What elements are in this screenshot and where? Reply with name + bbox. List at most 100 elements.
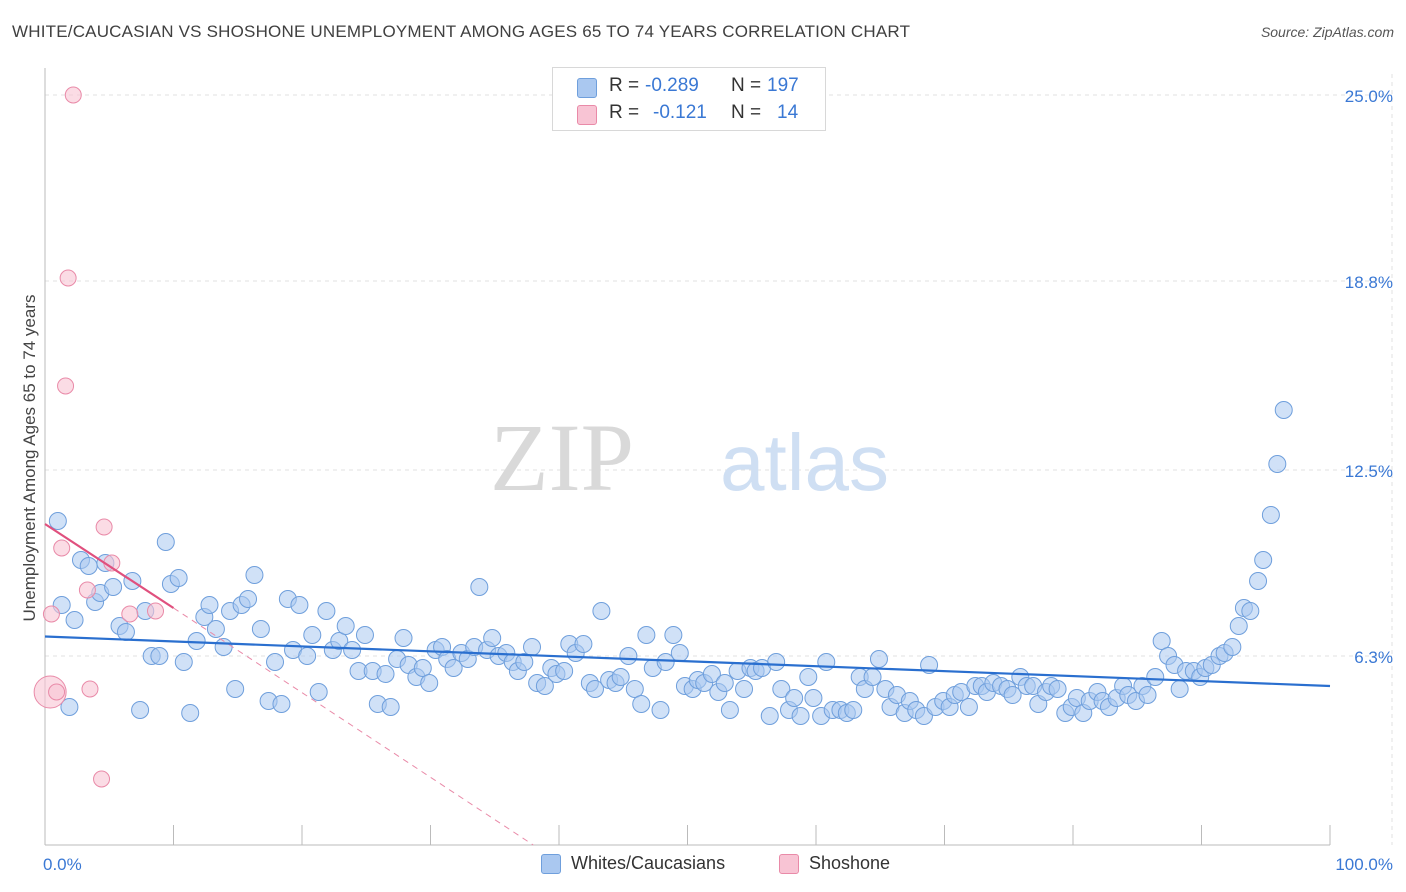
bottom-legend-swatch-whites	[541, 854, 561, 874]
point-white	[174, 653, 193, 671]
watermark-atlas: atlas	[720, 418, 889, 507]
point-white	[632, 695, 651, 713]
x-tick-label: 100.0%	[1335, 855, 1393, 874]
legend-r-value: -0.121	[653, 102, 707, 123]
y-tick-label: 18.8%	[1345, 273, 1393, 292]
point-white	[1223, 638, 1242, 656]
point-white	[303, 626, 322, 644]
point-white	[309, 683, 328, 701]
y-tick-labels: 6.3% 12.5% 18.8% 25.0%	[1345, 87, 1393, 667]
point-white	[376, 665, 395, 683]
point-white	[715, 674, 734, 692]
legend-r-label: R =	[609, 102, 640, 123]
source-label: Source: ZipAtlas.com	[1260, 24, 1394, 40]
axes	[44, 68, 1331, 846]
point-white	[619, 647, 638, 665]
point-white	[1254, 551, 1273, 569]
point-shoshone	[42, 605, 60, 623]
point-white	[104, 578, 123, 596]
point-white	[272, 695, 291, 713]
bottom-legend-label-whites: Whites/Caucasians	[571, 853, 726, 873]
point-white	[772, 680, 791, 698]
point-white	[330, 632, 349, 650]
point-white	[664, 626, 683, 644]
point-white	[131, 701, 150, 719]
trend-line-whites	[44, 635, 1331, 688]
point-white	[804, 689, 823, 707]
point-white	[444, 659, 463, 677]
trend-line-shoshone-extension	[173, 607, 534, 846]
point-white	[200, 596, 219, 614]
point-white	[863, 668, 882, 686]
point-white	[394, 629, 413, 647]
point-shoshone	[57, 377, 75, 395]
point-shoshone	[121, 605, 139, 623]
x-tick-labels: 0.0% 100.0%	[43, 855, 1393, 874]
point-white	[574, 635, 593, 653]
point-white	[169, 569, 188, 587]
point-white	[817, 653, 836, 671]
point-white	[206, 620, 225, 638]
point-white	[585, 680, 604, 698]
point-white	[317, 602, 336, 620]
point-white	[413, 659, 432, 677]
point-white	[48, 512, 67, 530]
point-white	[1261, 506, 1280, 524]
point-white	[1138, 686, 1157, 704]
point-white	[150, 647, 169, 665]
point-white	[523, 638, 542, 656]
point-shoshone	[59, 269, 77, 287]
chart-title: WHITE/CAUCASIAN VS SHOSHONE UNEMPLOYMENT…	[12, 22, 911, 41]
point-white	[336, 617, 355, 635]
point-white	[791, 707, 810, 725]
point-white	[869, 650, 888, 668]
point-white	[483, 629, 502, 647]
point-white	[592, 602, 611, 620]
trend-line-shoshone	[44, 523, 175, 609]
point-white	[1249, 572, 1268, 590]
series-whites	[48, 401, 1293, 725]
point-white	[959, 698, 978, 716]
point-white	[470, 578, 489, 596]
legend-n-value: 197	[767, 75, 799, 96]
point-white	[1003, 686, 1022, 704]
legend-r-label: R =	[609, 75, 640, 96]
point-white	[1170, 680, 1189, 698]
point-white	[1268, 455, 1287, 473]
watermark-zip: ZIP	[490, 404, 634, 511]
legend-swatch-whites	[577, 78, 597, 98]
point-white	[656, 653, 675, 671]
point-white	[1229, 617, 1248, 635]
legend-n-label: N =	[731, 102, 762, 123]
point-white	[1146, 668, 1165, 686]
y-tick-label: 6.3%	[1354, 648, 1393, 667]
point-white	[767, 653, 786, 671]
y-tick-label: 12.5%	[1345, 462, 1393, 481]
point-white	[920, 656, 939, 674]
point-white	[116, 623, 135, 641]
point-white	[60, 698, 79, 716]
point-white	[515, 653, 534, 671]
point-white	[1241, 602, 1260, 620]
stats-legend: R = -0.289 N = 197 R = -0.121 N = 14	[552, 67, 826, 131]
point-white	[420, 674, 439, 692]
point-shoshone	[64, 86, 82, 104]
point-white	[1274, 401, 1293, 419]
point-white	[355, 626, 374, 644]
point-white	[187, 632, 206, 650]
point-white	[625, 680, 644, 698]
point-white	[343, 641, 362, 659]
point-white	[760, 707, 779, 725]
y-tick-label: 25.0%	[1345, 87, 1393, 106]
point-white	[298, 647, 317, 665]
point-white	[266, 653, 285, 671]
point-shoshone	[93, 770, 111, 788]
point-white	[79, 557, 98, 575]
point-white	[702, 665, 721, 683]
point-white	[239, 590, 258, 608]
point-white	[226, 680, 245, 698]
point-white	[1048, 680, 1067, 698]
legend-n-label: N =	[731, 75, 762, 96]
gridlines	[45, 74, 1393, 845]
